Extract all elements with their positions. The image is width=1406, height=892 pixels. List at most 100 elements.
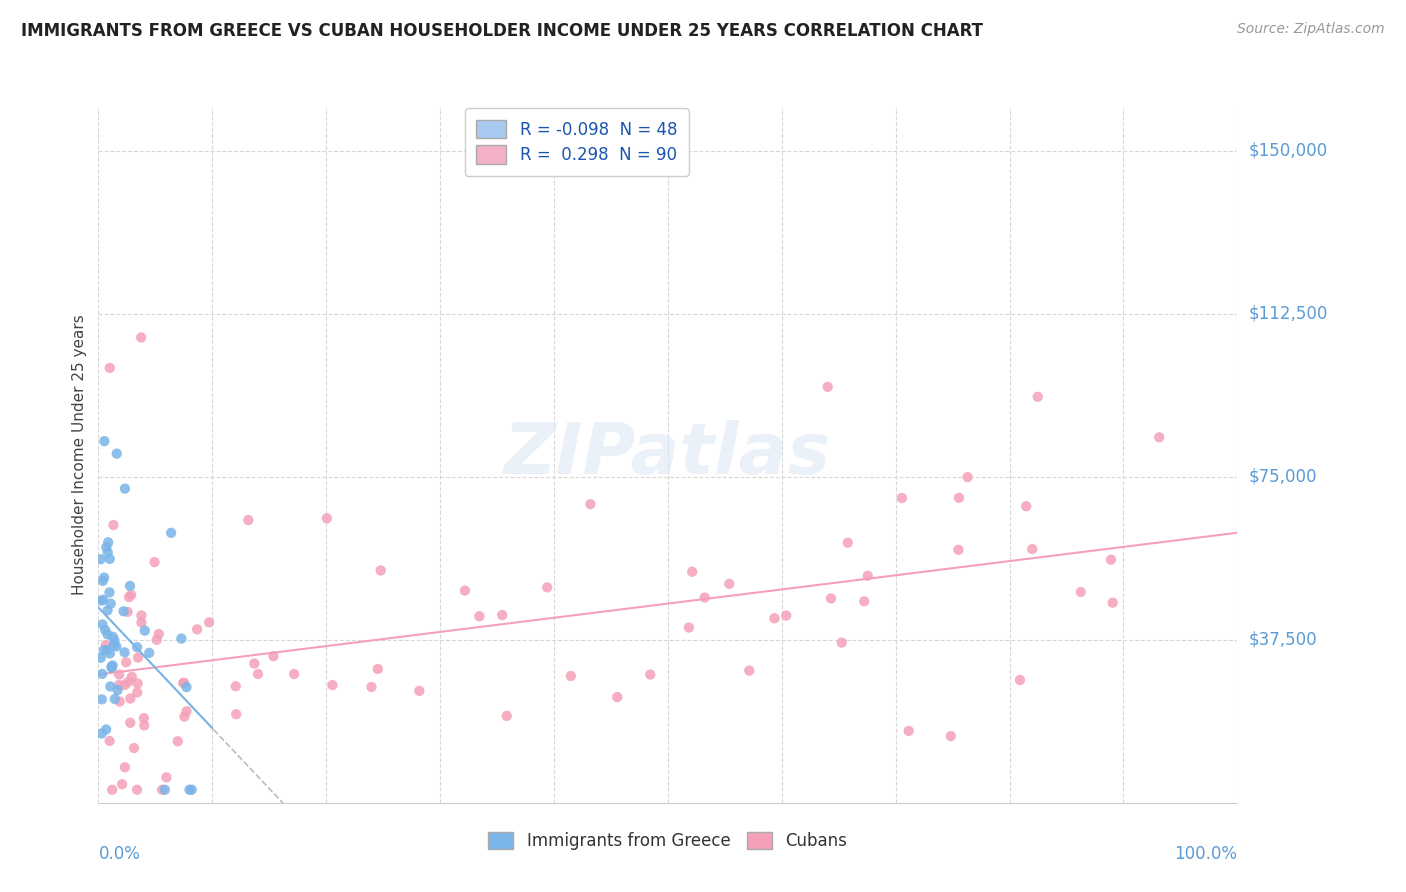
Point [956, 470, 979, 484]
Text: $37,500: $37,500 [1249, 631, 1317, 648]
Point [763, 611, 786, 625]
Point [775, 608, 797, 623]
Point [166, 734, 188, 748]
Point [115, 655, 138, 669]
Text: 100.0%: 100.0% [1174, 845, 1237, 863]
Point [1099, 552, 1122, 566]
Point [131, 615, 153, 630]
Point [370, 564, 392, 578]
Point [105, 447, 128, 461]
Point [238, 513, 260, 527]
Point [94, 623, 117, 637]
Point [321, 678, 343, 692]
Point [118, 579, 141, 593]
Point [897, 723, 920, 738]
Point [176, 704, 198, 718]
Point [120, 691, 142, 706]
Point [90, 726, 112, 740]
Point [176, 680, 198, 694]
Point [939, 729, 962, 743]
Point [98, 734, 121, 748]
Point [681, 565, 703, 579]
Point [100, 597, 122, 611]
Text: $150,000: $150,000 [1249, 142, 1327, 160]
Point [120, 588, 142, 602]
Point [103, 633, 125, 648]
Point [97, 627, 120, 641]
Point [606, 690, 628, 704]
Point [738, 664, 761, 678]
Point [105, 640, 128, 654]
Point [90, 552, 112, 566]
Point [96, 643, 118, 657]
Point [98, 647, 121, 661]
Point [97, 545, 120, 559]
Point [129, 330, 152, 344]
Point [94, 723, 117, 737]
Point [103, 638, 125, 652]
Point [495, 709, 517, 723]
Point [117, 675, 139, 690]
Point [93, 643, 115, 657]
Point [198, 615, 221, 630]
Point [125, 640, 148, 655]
Point [98, 552, 121, 566]
Point [91, 617, 114, 632]
Point [1070, 585, 1092, 599]
Point [100, 661, 122, 675]
Point [180, 782, 202, 797]
Point [150, 782, 173, 797]
Point [454, 583, 477, 598]
Point [118, 590, 141, 604]
Point [97, 603, 120, 617]
Text: Source: ZipAtlas.com: Source: ZipAtlas.com [1237, 22, 1385, 37]
Point [853, 594, 876, 608]
Point [111, 777, 134, 791]
Point [127, 685, 149, 699]
Point [243, 657, 266, 671]
Point [560, 669, 582, 683]
Text: 0.0%: 0.0% [98, 845, 141, 863]
Point [225, 707, 247, 722]
Point [640, 667, 662, 681]
Point [1015, 500, 1038, 514]
Point [101, 782, 124, 797]
Point [98, 360, 121, 375]
Point [890, 491, 912, 505]
Point [121, 670, 143, 684]
Text: $112,500: $112,500 [1249, 304, 1327, 323]
Point [120, 715, 142, 730]
Point [138, 646, 160, 660]
Point [1008, 673, 1031, 687]
Point [91, 592, 114, 607]
Text: ZIPatlas: ZIPatlas [505, 420, 831, 490]
Point [108, 678, 131, 692]
Point [170, 632, 193, 646]
Point [408, 683, 430, 698]
Point [1026, 390, 1049, 404]
Point [114, 482, 136, 496]
Point [246, 667, 269, 681]
Point [98, 585, 121, 599]
Point [145, 632, 167, 647]
Point [536, 581, 558, 595]
Point [103, 518, 125, 533]
Point [114, 678, 136, 692]
Point [718, 577, 741, 591]
Point [91, 574, 114, 588]
Point [132, 711, 155, 725]
Point [96, 541, 118, 555]
Point [100, 659, 122, 673]
Point [114, 645, 136, 659]
Point [104, 692, 127, 706]
Point [93, 434, 115, 449]
Point [93, 570, 115, 584]
Text: $75,000: $75,000 [1249, 467, 1317, 485]
Point [90, 593, 112, 607]
Point [155, 770, 177, 784]
Point [173, 709, 195, 723]
Point [94, 638, 117, 652]
Legend: Immigrants from Greece, Cubans: Immigrants from Greece, Cubans [482, 826, 853, 857]
Point [108, 667, 131, 681]
Point [107, 683, 129, 698]
